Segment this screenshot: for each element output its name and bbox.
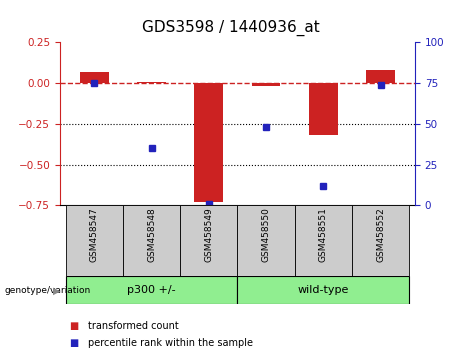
Bar (366, 70, 395, 83)
Bar (237, 276, 409, 304)
Text: wild-type: wild-type (298, 285, 349, 295)
Text: percentile rank within the sample: percentile rank within the sample (88, 338, 253, 348)
Bar (123, 205, 180, 276)
Text: GSM458550: GSM458550 (261, 207, 271, 262)
Text: transformed count: transformed count (88, 321, 178, 331)
Bar (352, 205, 409, 276)
Text: ■: ■ (69, 321, 78, 331)
Bar (137, 81, 166, 83)
Text: ■: ■ (69, 338, 78, 348)
Text: GSM458551: GSM458551 (319, 207, 328, 262)
Text: GSM458549: GSM458549 (204, 207, 213, 262)
Bar (295, 205, 352, 276)
Bar (195, 83, 223, 202)
Text: genotype/variation: genotype/variation (5, 286, 91, 295)
Bar (65, 276, 237, 304)
Bar (237, 205, 295, 276)
Bar (252, 83, 280, 86)
Bar (80, 72, 109, 83)
Text: GSM458552: GSM458552 (376, 207, 385, 262)
Text: GDS3598 / 1440936_at: GDS3598 / 1440936_at (142, 19, 319, 36)
Bar (309, 83, 337, 135)
Bar (65, 205, 123, 276)
Text: p300 +/-: p300 +/- (127, 285, 176, 295)
Text: GSM458547: GSM458547 (90, 207, 99, 262)
Text: GSM458548: GSM458548 (147, 207, 156, 262)
Bar (180, 205, 237, 276)
Text: ▶: ▶ (53, 285, 60, 295)
